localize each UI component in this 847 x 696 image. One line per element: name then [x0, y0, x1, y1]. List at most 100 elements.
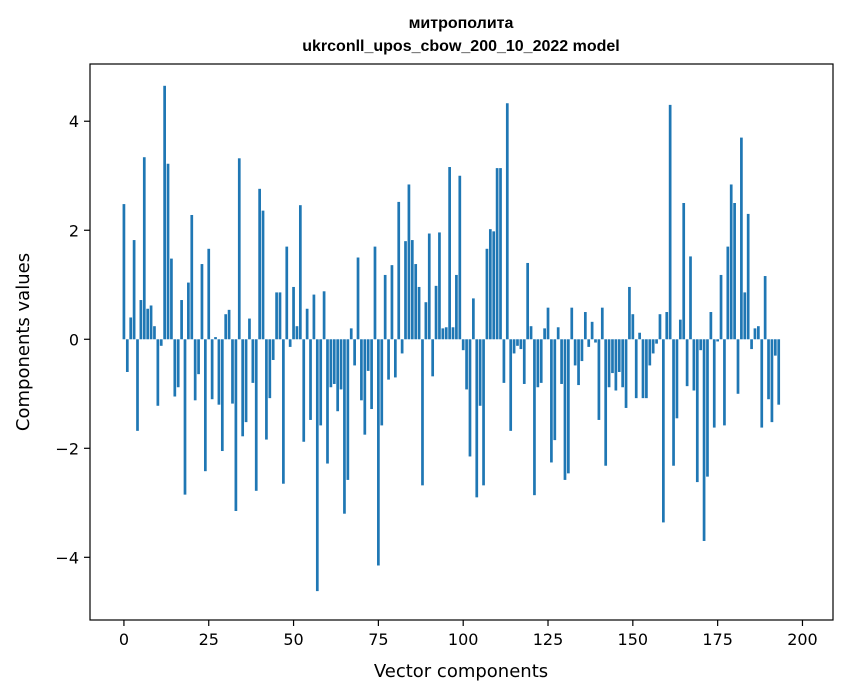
y-tick-label--4: −4 [55, 548, 79, 567]
bar-0 [122, 204, 126, 340]
bar-65 [343, 339, 346, 514]
bar-81 [397, 201, 401, 340]
bar-27 [214, 337, 217, 340]
bar-113 [505, 103, 509, 340]
bar-30 [224, 314, 228, 340]
bar-130 [563, 339, 567, 480]
bar-46 [278, 292, 282, 340]
bar-8 [149, 305, 153, 340]
bar-142 [604, 339, 608, 466]
bar-92 [434, 285, 438, 340]
bar-168 [692, 339, 696, 391]
bar-182 [740, 137, 743, 340]
bar-19 [187, 282, 190, 340]
bar-33 [234, 339, 238, 511]
bar-26 [210, 339, 214, 400]
bar-137 [587, 339, 591, 347]
bar-112 [502, 339, 506, 383]
bar-185 [750, 339, 753, 350]
y-tick-label-0: 0 [69, 330, 79, 349]
bar-102 [468, 339, 472, 457]
bar-120 [529, 326, 533, 340]
bar-90 [427, 233, 431, 340]
bar-11 [159, 339, 163, 346]
bar-97 [451, 327, 455, 340]
bar-127 [553, 339, 557, 441]
bar-88 [421, 339, 424, 486]
bar-134 [577, 339, 580, 386]
bar-58 [319, 339, 323, 426]
bar-135 [580, 339, 584, 362]
bar-155 [648, 339, 652, 366]
bar-105 [478, 339, 482, 406]
bar-55 [309, 339, 312, 420]
bar-154 [645, 339, 648, 399]
bar-24 [203, 339, 207, 472]
bar-176 [719, 274, 723, 340]
x-tick-label-175: 175 [702, 630, 733, 649]
bar-171 [702, 339, 706, 541]
bar-157 [655, 339, 658, 344]
x-tick-label-125: 125 [533, 630, 564, 649]
bar-25 [207, 248, 211, 340]
bar-70 [360, 339, 363, 401]
bar-84 [407, 184, 411, 340]
bar-76 [380, 339, 384, 426]
bar-136 [583, 312, 587, 340]
bar-71 [363, 339, 367, 435]
bar-180 [733, 203, 736, 340]
bar-107 [485, 248, 489, 340]
bar-101 [465, 339, 468, 390]
bar-139 [594, 339, 597, 343]
bar-129 [560, 339, 563, 384]
bar-150 [631, 314, 635, 340]
x-axis-ticks: 0 25 50 75 100 125 150 175 200 [119, 620, 818, 649]
bar-141 [600, 307, 604, 340]
y-tick-label-2: 2 [69, 221, 79, 240]
bar-163 [675, 339, 679, 419]
bar-116 [516, 339, 519, 346]
bar-28 [217, 339, 221, 405]
bar-100 [461, 339, 465, 351]
x-tick-label-100: 100 [448, 630, 479, 649]
bar-68 [353, 339, 356, 366]
bar-38 [251, 339, 255, 383]
x-tick-label-200: 200 [787, 630, 818, 649]
bar-161 [668, 104, 672, 340]
bar-12 [163, 85, 166, 340]
bar-177 [723, 339, 726, 426]
bar-108 [488, 229, 492, 340]
x-tick-label-50: 50 [283, 630, 303, 649]
bar-7 [146, 308, 150, 340]
bar-5 [139, 300, 143, 340]
x-tick-label-25: 25 [199, 630, 219, 649]
bar-22 [197, 339, 200, 375]
bar-172 [706, 339, 709, 477]
y-axis-label: Components values [13, 253, 34, 431]
bar-175 [716, 339, 719, 342]
bar-146 [617, 339, 621, 372]
bar-164 [678, 319, 682, 340]
bar-49 [288, 339, 292, 347]
bar-56 [312, 294, 316, 340]
bar-159 [662, 339, 665, 523]
bar-99 [458, 175, 462, 340]
bar-132 [570, 307, 574, 340]
bar-173 [709, 312, 713, 340]
bar-36 [244, 339, 248, 423]
bar-37 [248, 318, 251, 340]
bar-122 [536, 339, 540, 388]
bar-78 [387, 339, 390, 380]
bar-121 [533, 339, 536, 496]
bar-69 [356, 257, 360, 340]
bar-151 [634, 339, 638, 399]
bar-117 [519, 339, 523, 350]
bar-140 [597, 339, 601, 420]
bar-148 [624, 339, 628, 408]
bar-191 [770, 339, 774, 423]
bar-95 [444, 327, 448, 340]
bar-188 [760, 339, 764, 428]
bar-83 [404, 241, 407, 340]
bar-16 [176, 339, 180, 388]
